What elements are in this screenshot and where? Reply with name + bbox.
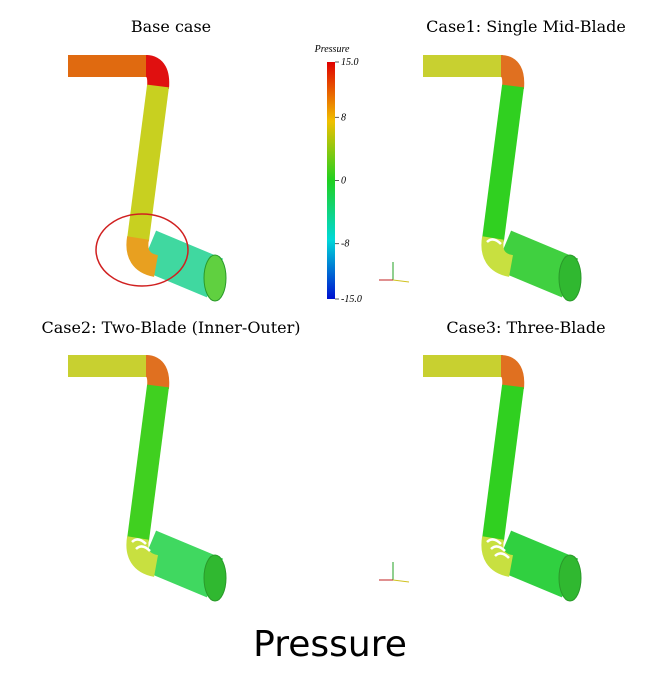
- flow-panel: [68, 55, 227, 302]
- colorbar-title: Pressure: [314, 44, 350, 55]
- colorbar-tick-label: 15.0: [341, 57, 359, 68]
- pipe-outlet: [203, 554, 227, 602]
- top-bend: [499, 55, 525, 89]
- pipe-outlet: [558, 254, 582, 302]
- riser: [482, 384, 524, 542]
- guide-blade: [486, 538, 502, 545]
- top-bend: [144, 355, 170, 389]
- guide-blade: [131, 538, 147, 545]
- colorbar-ticks: 15.0 8 0 -8 -15.0: [335, 57, 362, 305]
- pipe-outlet: [558, 554, 582, 602]
- caption: Pressure: [253, 624, 407, 665]
- bottom-bend: [126, 536, 159, 577]
- panels: [68, 55, 582, 602]
- riser: [482, 84, 524, 242]
- top-bend: [144, 55, 170, 89]
- panel-title: Case1: Single Mid-Blade: [426, 17, 626, 36]
- bottom-bend: [126, 236, 159, 277]
- top-bend: [499, 355, 525, 389]
- axis-triad-z: [392, 279, 410, 283]
- panel-title: Base case: [131, 17, 211, 36]
- bottom-bend: [481, 236, 514, 277]
- panel-title: Case2: Two-Blade (Inner-Outer): [41, 318, 300, 337]
- highlight-circle: [95, 213, 189, 287]
- guide-blade: [486, 238, 502, 245]
- flow-panel: [423, 355, 582, 602]
- bottom-bend: [481, 536, 514, 577]
- riser: [127, 84, 169, 242]
- axis-triad-z: [392, 579, 410, 583]
- guide-blade: [490, 545, 506, 552]
- colorbar: [327, 62, 335, 299]
- guide-blade: [494, 552, 510, 559]
- flow-panel: [423, 55, 582, 302]
- colorbar-tick-label: -8: [341, 239, 349, 250]
- colorbar-tick-label: 8: [341, 112, 346, 123]
- pipe-outlet: [203, 254, 227, 302]
- riser: [127, 384, 169, 542]
- flow-panel: [68, 355, 227, 602]
- guide-blade: [135, 545, 151, 552]
- colorbar-tick-label: -15.0: [341, 294, 362, 305]
- colorbar-tick-label: 0: [341, 176, 346, 187]
- panel-title: Case3: Three-Blade: [446, 318, 605, 337]
